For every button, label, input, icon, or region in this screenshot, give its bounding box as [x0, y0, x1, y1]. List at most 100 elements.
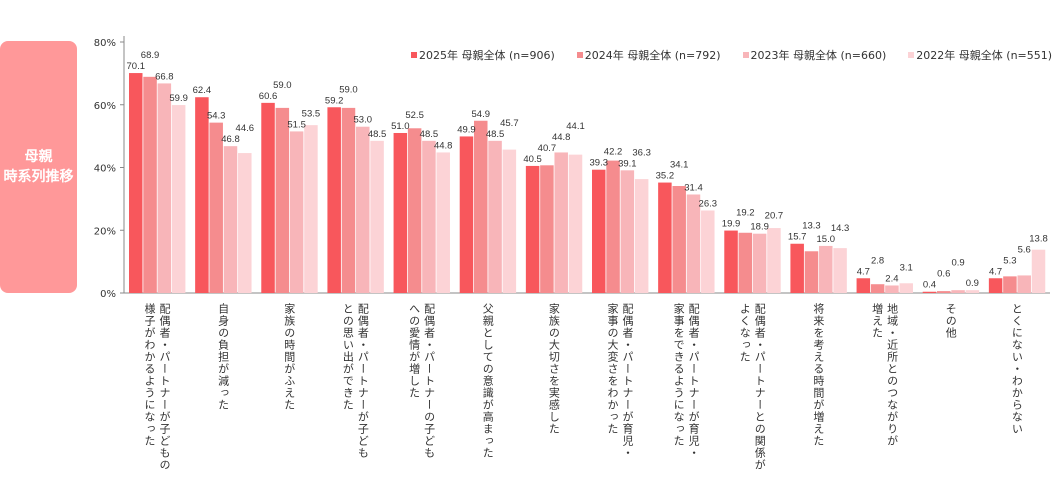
bar [1017, 275, 1031, 293]
data-label: 70.1 [127, 61, 146, 72]
bar [327, 107, 341, 293]
section-label-box: 母親 時系列推移 [0, 41, 77, 293]
legend-swatch [742, 52, 749, 58]
bar [356, 126, 370, 294]
data-label: 18.9 [750, 222, 769, 233]
category-label: 配偶者・パートナーが子どもの 様子がわかるようになった [143, 303, 171, 471]
bar [157, 83, 172, 293]
legend-label: 2022年 母親全体 (n=551) [916, 49, 1053, 62]
category-label: 配偶者・パートナーの子ども への愛情が増した [407, 303, 436, 459]
legend-label: 2023年 母親全体 (n=660) [750, 49, 887, 62]
data-label: 19.9 [722, 219, 741, 230]
bar [819, 245, 833, 293]
legend-item: 2025年 母親全体 (n=906) [411, 47, 555, 63]
bar [752, 233, 767, 293]
bar [922, 291, 937, 293]
data-label: 4.7 [857, 266, 870, 277]
data-label: 3.1 [900, 262, 913, 273]
category-label: 配偶者・パートナーが育児・ 家事をできるようになった [672, 303, 701, 459]
data-label: 59.2 [325, 95, 344, 106]
data-label: 53.0 [354, 115, 373, 126]
bar [459, 136, 474, 293]
data-label: 15.7 [788, 232, 807, 243]
category-label: 家族の時間がふえた [282, 303, 296, 411]
data-label: 2.4 [885, 273, 898, 284]
legend-item: 2022年 母親全体 (n=551) [908, 47, 1052, 63]
legend-swatch [908, 52, 915, 58]
category-label: その他 [944, 303, 958, 339]
data-label: 5.3 [1003, 255, 1016, 266]
data-label: 49.9 [457, 124, 476, 135]
data-label: 26.3 [699, 198, 718, 209]
category-label: とくにない・わからない [1010, 303, 1024, 435]
y-tick-label: 20% [94, 226, 116, 237]
data-label: 51.5 [287, 119, 306, 130]
data-label: 34.1 [670, 160, 689, 171]
bar [856, 278, 871, 293]
bar [568, 154, 583, 293]
bar [620, 170, 635, 293]
legend-swatch [576, 52, 583, 58]
data-label: 45.7 [500, 118, 519, 129]
data-label: 48.5 [368, 129, 387, 140]
legend-swatch [411, 52, 417, 58]
data-label: 59.0 [273, 80, 292, 91]
data-label: 59.0 [339, 84, 358, 95]
data-label: 0.9 [951, 258, 964, 269]
bar [554, 152, 568, 293]
data-label: 51.0 [391, 121, 410, 132]
category-label: 家族の大切さを実感した [547, 303, 561, 435]
legend-label: 2024年 母親全体 (n=792) [584, 49, 721, 62]
bar [672, 186, 686, 293]
data-label: 40.5 [523, 154, 542, 165]
bar [790, 243, 804, 293]
y-tick-label: 80% [94, 38, 116, 49]
bar [833, 248, 847, 293]
bar [143, 76, 157, 293]
data-label: 60.6 [259, 91, 278, 102]
bar [474, 120, 488, 293]
legend-item: 2024年 母親全体 (n=792) [576, 47, 721, 63]
bar [937, 291, 951, 293]
bar [525, 165, 540, 293]
data-label: 14.3 [831, 223, 850, 234]
bar [341, 107, 356, 293]
data-label: 52.5 [405, 110, 424, 121]
data-label: 0.4 [923, 280, 936, 291]
y-tick-label: 40% [94, 164, 116, 175]
category-label: 配偶者・パートナーが子ども との思い出ができた [341, 303, 370, 459]
data-label: 44.8 [434, 140, 453, 151]
bar [540, 165, 554, 293]
y-tick-label: 0% [100, 289, 116, 300]
category-label: 配偶者・パートナーとの関係が よくなった [738, 303, 767, 471]
bar [304, 125, 318, 293]
bar [965, 290, 980, 293]
category-label: 配偶者・パートナーが育児・ 家事の大変さをわかった [606, 303, 634, 459]
bar [502, 149, 517, 293]
data-label: 0.6 [937, 269, 950, 280]
bar [701, 210, 715, 293]
data-label: 48.5 [420, 129, 439, 140]
bar [1003, 276, 1017, 293]
data-label: 0.9 [966, 278, 979, 289]
bar [804, 251, 819, 293]
bar [171, 105, 186, 293]
data-label: 40.7 [538, 143, 557, 154]
data-label: 66.8 [155, 71, 174, 82]
data-label: 15.0 [817, 234, 836, 245]
bar [885, 285, 899, 293]
data-label: 19.2 [736, 208, 755, 219]
data-label: 54.3 [207, 111, 226, 122]
data-label: 36.3 [632, 147, 651, 158]
data-label: 68.9 [141, 50, 160, 61]
bar [658, 182, 672, 293]
data-label: 35.2 [656, 171, 675, 182]
legend-item: 2023年 母親全体 (n=660) [742, 47, 887, 63]
bar [1031, 249, 1046, 293]
category-label: 地域・近所とのつながりが 増えた [870, 303, 899, 447]
bar [592, 169, 606, 293]
section-label: 母親 時系列推移 [3, 149, 74, 185]
data-label: 2.8 [871, 255, 884, 266]
data-label: 44.6 [236, 123, 255, 134]
